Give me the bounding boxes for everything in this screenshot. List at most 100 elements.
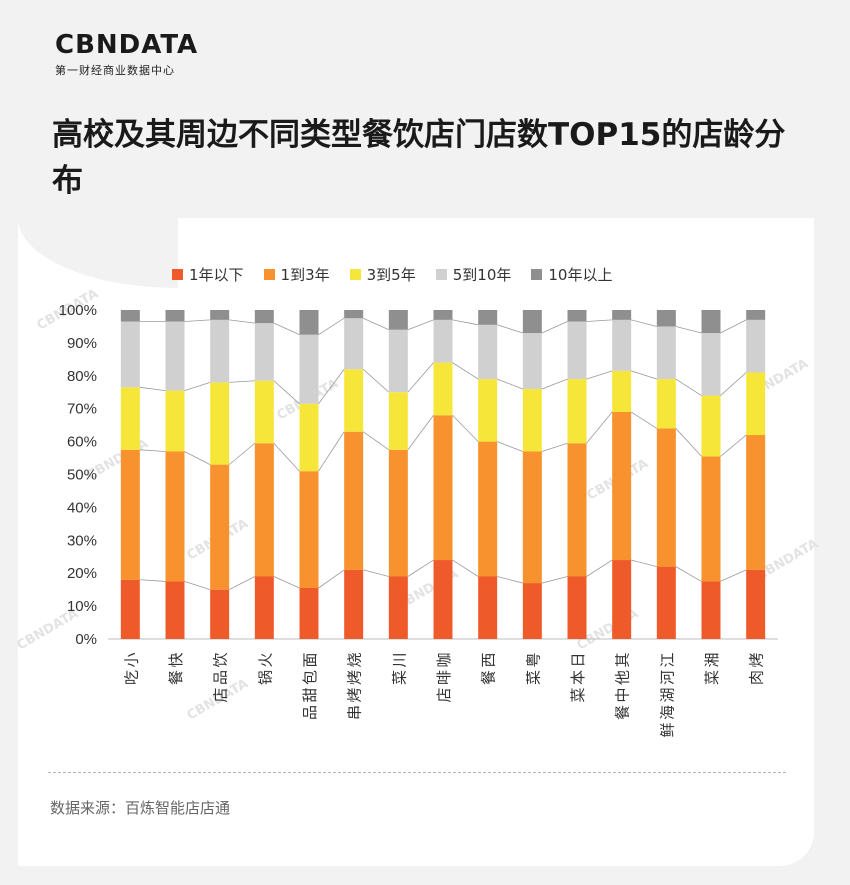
series-connector-line	[318, 368, 345, 405]
series-connector-line	[184, 381, 211, 391]
logo-subtitle: 第一财经商业数据中心	[55, 64, 175, 77]
bar-segment-8-4	[478, 310, 498, 325]
bar-segment-12-1	[656, 428, 676, 567]
series-connector-line	[273, 576, 300, 589]
legend-item-4: 10年以上	[531, 264, 612, 285]
series-connector-line	[675, 428, 702, 457]
svg-text:品: 品	[212, 670, 230, 685]
svg-text:川: 川	[390, 652, 408, 667]
series-connector-line	[497, 378, 523, 390]
series-connector-line	[407, 362, 434, 393]
svg-text:中: 中	[614, 687, 632, 702]
svg-text:饮: 饮	[212, 652, 230, 667]
x-tick-label: 火锅	[256, 652, 274, 685]
bar-segment-10-4	[567, 310, 587, 322]
bar-segment-3-0	[254, 576, 274, 639]
bar-segment-0-3	[120, 321, 140, 388]
svg-text:烤: 烤	[346, 687, 364, 702]
svg-text:餐: 餐	[167, 670, 185, 685]
series-connector-line	[452, 362, 479, 380]
svg-text:串: 串	[346, 705, 364, 720]
y-tick-label: 80%	[67, 368, 97, 385]
bar-segment-10-2	[567, 379, 587, 444]
x-tick-label: 咖啡店	[435, 652, 453, 702]
bar-segment-11-2	[612, 370, 632, 412]
series-connector-line	[362, 368, 390, 393]
bar-segment-4-4	[299, 310, 319, 335]
logo-text: CBNDATA	[55, 30, 199, 60]
svg-text:湘: 湘	[703, 652, 721, 667]
bar-segment-13-3	[701, 333, 721, 396]
bar-segment-1-1	[165, 451, 185, 582]
series-connector-line	[720, 569, 747, 582]
series-connector-line	[631, 370, 657, 380]
series-connector-line	[139, 449, 166, 452]
series-connector-line	[497, 576, 523, 584]
bar-segment-6-3	[388, 329, 408, 393]
page-title: 高校及其周边不同类型餐饮店门店数TOP15的店龄分布	[52, 117, 786, 199]
series-connector-line	[363, 317, 389, 331]
x-tick-label: 粤菜	[524, 652, 542, 685]
bar-segment-9-1	[522, 451, 542, 584]
bar-segment-6-0	[388, 576, 408, 639]
bar-segment-12-3	[656, 326, 676, 380]
y-tick-label: 50%	[67, 467, 97, 484]
series-connector-line	[720, 319, 747, 334]
svg-text:包: 包	[301, 670, 319, 685]
series-connector-line	[407, 559, 434, 577]
x-tick-label: 日本菜	[569, 652, 587, 702]
series-connector-line	[720, 372, 747, 396]
bar-segment-11-1	[612, 411, 632, 561]
svg-text:湖: 湖	[658, 687, 676, 702]
bar-segment-12-4	[656, 310, 676, 327]
series-connector-line	[229, 319, 255, 324]
bar-segment-11-0	[612, 560, 632, 639]
svg-text:菜: 菜	[569, 687, 587, 702]
series-connector-line	[184, 319, 211, 322]
y-tick-label: 30%	[67, 532, 97, 549]
series-connector-line	[452, 559, 479, 577]
bar-segment-0-2	[120, 387, 140, 450]
series-connector-line	[318, 431, 345, 472]
y-tick-label: 0%	[75, 631, 97, 648]
legend-swatch	[172, 269, 183, 280]
bar-segment-4-0	[299, 588, 319, 639]
legend-item-0: 1年以下	[172, 264, 244, 285]
bar-segment-7-4	[433, 310, 453, 320]
svg-text:河: 河	[658, 670, 676, 685]
series-connector-line	[362, 431, 390, 451]
bar-segment-1-2	[165, 390, 185, 452]
bar-segment-14-2	[746, 372, 766, 436]
legend-label: 5到10年	[452, 266, 512, 284]
svg-text:品: 品	[301, 705, 319, 720]
series-connector-line	[630, 411, 658, 429]
legend-item-1: 1到3年	[263, 264, 330, 285]
bar-segment-8-1	[478, 441, 498, 577]
bar-segment-11-4	[612, 310, 632, 320]
bar-segment-8-3	[478, 324, 498, 380]
series-connector-line	[363, 569, 389, 577]
series-connector-line	[228, 576, 256, 591]
series-connector-line	[184, 451, 211, 465]
series-connector-line	[452, 415, 479, 442]
legend-item-3: 5到10年	[435, 264, 512, 285]
x-tick-label: 西餐	[480, 652, 498, 685]
legend-label: 1年以下	[189, 266, 244, 284]
legend-label: 1到3年	[280, 266, 330, 284]
series-connector-line	[273, 322, 300, 336]
svg-text:本: 本	[569, 670, 587, 685]
source-note: 数据来源：百炼智能店店通	[50, 799, 231, 817]
bar-segment-12-2	[656, 379, 676, 429]
series-connector-line	[497, 441, 523, 452]
bar-segment-3-4	[254, 310, 274, 324]
series-connector-line	[318, 317, 345, 336]
svg-text:面: 面	[301, 652, 319, 667]
svg-text:西: 西	[480, 652, 498, 667]
series-connector-line	[675, 326, 702, 334]
bar-segment-9-3	[522, 333, 542, 389]
svg-text:日: 日	[569, 652, 587, 667]
